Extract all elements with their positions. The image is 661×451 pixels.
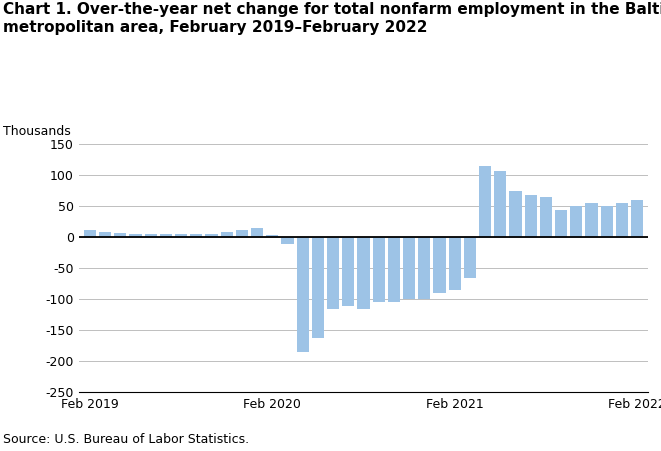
Bar [434,237,446,293]
Bar [327,237,339,308]
Text: metropolitan area, February 2019–February 2022: metropolitan area, February 2019–Februar… [3,20,428,35]
Bar [616,203,628,237]
Bar [494,171,506,237]
Bar [373,237,385,303]
Bar [236,230,248,237]
Bar [449,237,461,290]
Bar [525,195,537,237]
Bar [312,237,324,338]
Bar [266,235,278,237]
Bar [358,237,369,308]
Bar [403,237,415,299]
Bar [418,237,430,299]
Bar [145,234,157,237]
Bar [570,207,582,237]
Bar [99,232,111,237]
Bar [464,237,476,278]
Bar [130,234,141,237]
Bar [84,230,96,237]
Bar [586,203,598,237]
Text: Source: U.S. Bureau of Labor Statistics.: Source: U.S. Bureau of Labor Statistics. [3,433,249,446]
Bar [251,228,263,237]
Bar [114,233,126,237]
Bar [631,200,643,237]
Text: Thousands: Thousands [3,124,71,138]
Bar [540,197,552,237]
Bar [160,234,172,237]
Bar [342,237,354,306]
Bar [297,237,309,352]
Bar [601,207,613,237]
Bar [175,234,187,237]
Bar [388,237,400,303]
Text: Chart 1. Over-the-year net change for total nonfarm employment in the Baltimore: Chart 1. Over-the-year net change for to… [3,2,661,17]
Bar [510,191,522,237]
Bar [190,234,202,237]
Bar [479,166,491,237]
Bar [555,210,567,237]
Bar [221,232,233,237]
Bar [206,234,217,237]
Bar [282,237,293,244]
